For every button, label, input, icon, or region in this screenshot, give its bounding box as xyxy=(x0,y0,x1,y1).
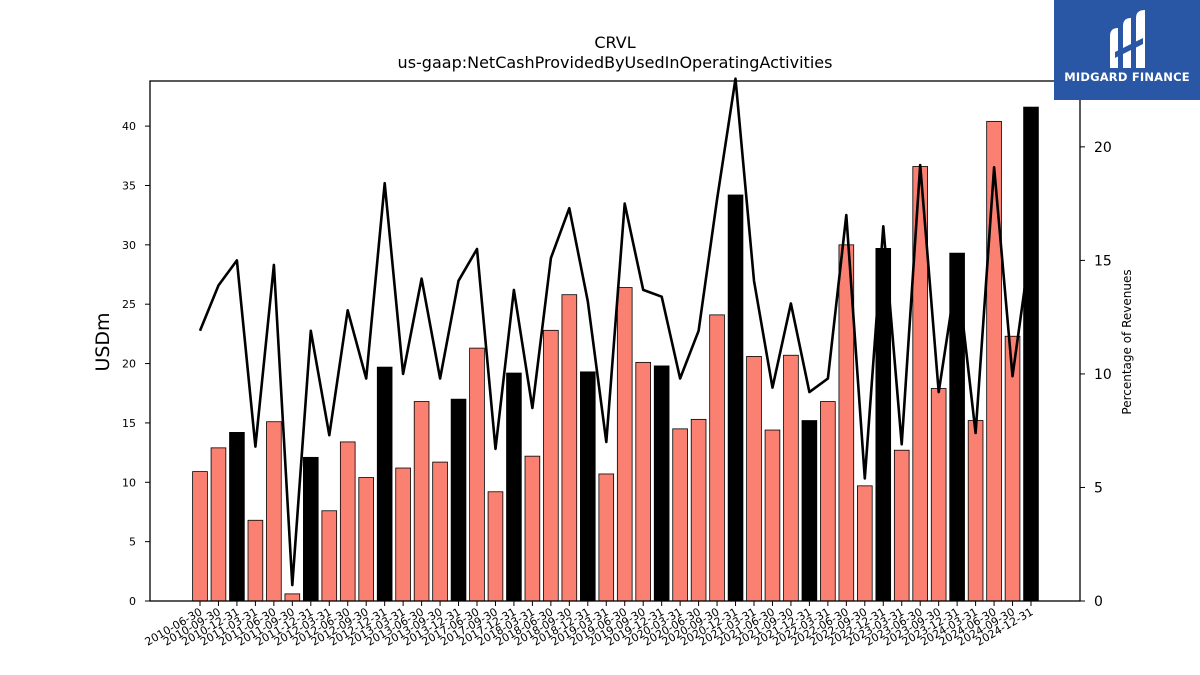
y-tick-label: 25 xyxy=(122,298,136,311)
bar-2011-09-30 xyxy=(284,593,301,602)
bar-2021-03-31 xyxy=(746,356,762,602)
bar-2011-06-30 xyxy=(266,421,282,602)
bar-2017-12-31 xyxy=(506,372,522,602)
bar-2018-03-31 xyxy=(524,455,541,602)
bar-2021-09-30 xyxy=(783,354,799,602)
y-tick-label: 35 xyxy=(122,179,136,192)
bar-2024-12-31 xyxy=(1023,106,1039,602)
y2-tick-label: 0 xyxy=(1094,594,1103,610)
bar-2012-09-30 xyxy=(358,477,374,602)
bar-2023-09-30 xyxy=(930,388,947,602)
bar-2017-06-30 xyxy=(469,347,485,602)
bar-2017-09-30 xyxy=(487,491,504,602)
line-path xyxy=(198,77,1033,587)
y-tick-label: 15 xyxy=(122,417,136,430)
plot-frame xyxy=(149,80,1081,602)
bar-2024-06-30 xyxy=(986,120,1002,602)
y-tick-label: 20 xyxy=(122,358,136,371)
bar-2013-06-30 xyxy=(413,401,430,602)
bar-2018-12-31 xyxy=(580,371,596,602)
bar-2011-03-31 xyxy=(247,519,264,602)
y-tick-label: 10 xyxy=(122,476,136,489)
bar-2011-12-31 xyxy=(303,456,319,602)
y-tick-label: 5 xyxy=(129,536,136,549)
bar-2020-12-31 xyxy=(727,194,744,602)
bar-2018-09-30 xyxy=(561,294,578,602)
bar-2013-12-31 xyxy=(450,398,467,602)
y-tick-label: 0 xyxy=(129,595,136,608)
bar-2012-06-30 xyxy=(339,441,356,602)
bar-2018-06-30 xyxy=(543,329,559,602)
x-axis: 2010-06-302010-09-302010-12-312011-03-31… xyxy=(143,601,1036,649)
brand-name: MIDGARD FINANCE xyxy=(1064,70,1190,84)
bar-2019-06-30 xyxy=(616,287,633,602)
bar-2021-06-30 xyxy=(764,429,781,602)
bar-2012-03-31 xyxy=(321,510,338,602)
bar-2019-03-31 xyxy=(598,473,615,602)
logo: MIDGARD FINANCE xyxy=(1054,0,1200,100)
y2-tick-label: 5 xyxy=(1094,480,1103,496)
bar-2024-03-31 xyxy=(967,420,984,602)
brand-mark-icon xyxy=(1110,10,1145,68)
bar-2019-12-31 xyxy=(653,365,670,602)
y2-tick-label: 20 xyxy=(1094,140,1112,156)
bar-2012-12-31 xyxy=(376,366,393,602)
y2-tick-label: 15 xyxy=(1094,253,1112,269)
y-axis-label: USDm xyxy=(92,312,114,371)
bar-series xyxy=(192,106,1039,602)
bar-2020-03-31 xyxy=(672,428,688,602)
chart-subtitle: us-gaap:NetCashProvidedByUsedInOperating… xyxy=(398,53,833,72)
y2-axis-label: Percentage of Revenues xyxy=(1120,269,1134,414)
bar-2022-09-30 xyxy=(857,485,873,602)
bar-2019-09-30 xyxy=(635,361,651,602)
bar-2010-12-31 xyxy=(229,432,245,602)
y2-axis: 0 5 10 15 20 xyxy=(1080,140,1112,610)
bar-2020-06-30 xyxy=(690,418,707,602)
y2-tick-label: 10 xyxy=(1094,367,1112,383)
bar-2021-12-31 xyxy=(801,420,818,602)
bar-2022-03-31 xyxy=(820,401,836,602)
y-axis: 0 5 10 15 20 25 30 35 40 xyxy=(122,120,150,608)
bar-2013-03-31 xyxy=(395,467,411,602)
bar-2010-06-30 xyxy=(192,471,208,602)
bar-2013-09-30 xyxy=(432,461,448,602)
line-series xyxy=(198,77,1033,587)
y-tick-label: 30 xyxy=(122,239,136,252)
bar-2020-09-30 xyxy=(709,314,725,602)
y-tick-label: 40 xyxy=(122,120,136,133)
bar-2023-03-31 xyxy=(893,449,910,602)
bar-2010-09-30 xyxy=(210,447,227,602)
chart-title: CRVL xyxy=(594,33,635,52)
